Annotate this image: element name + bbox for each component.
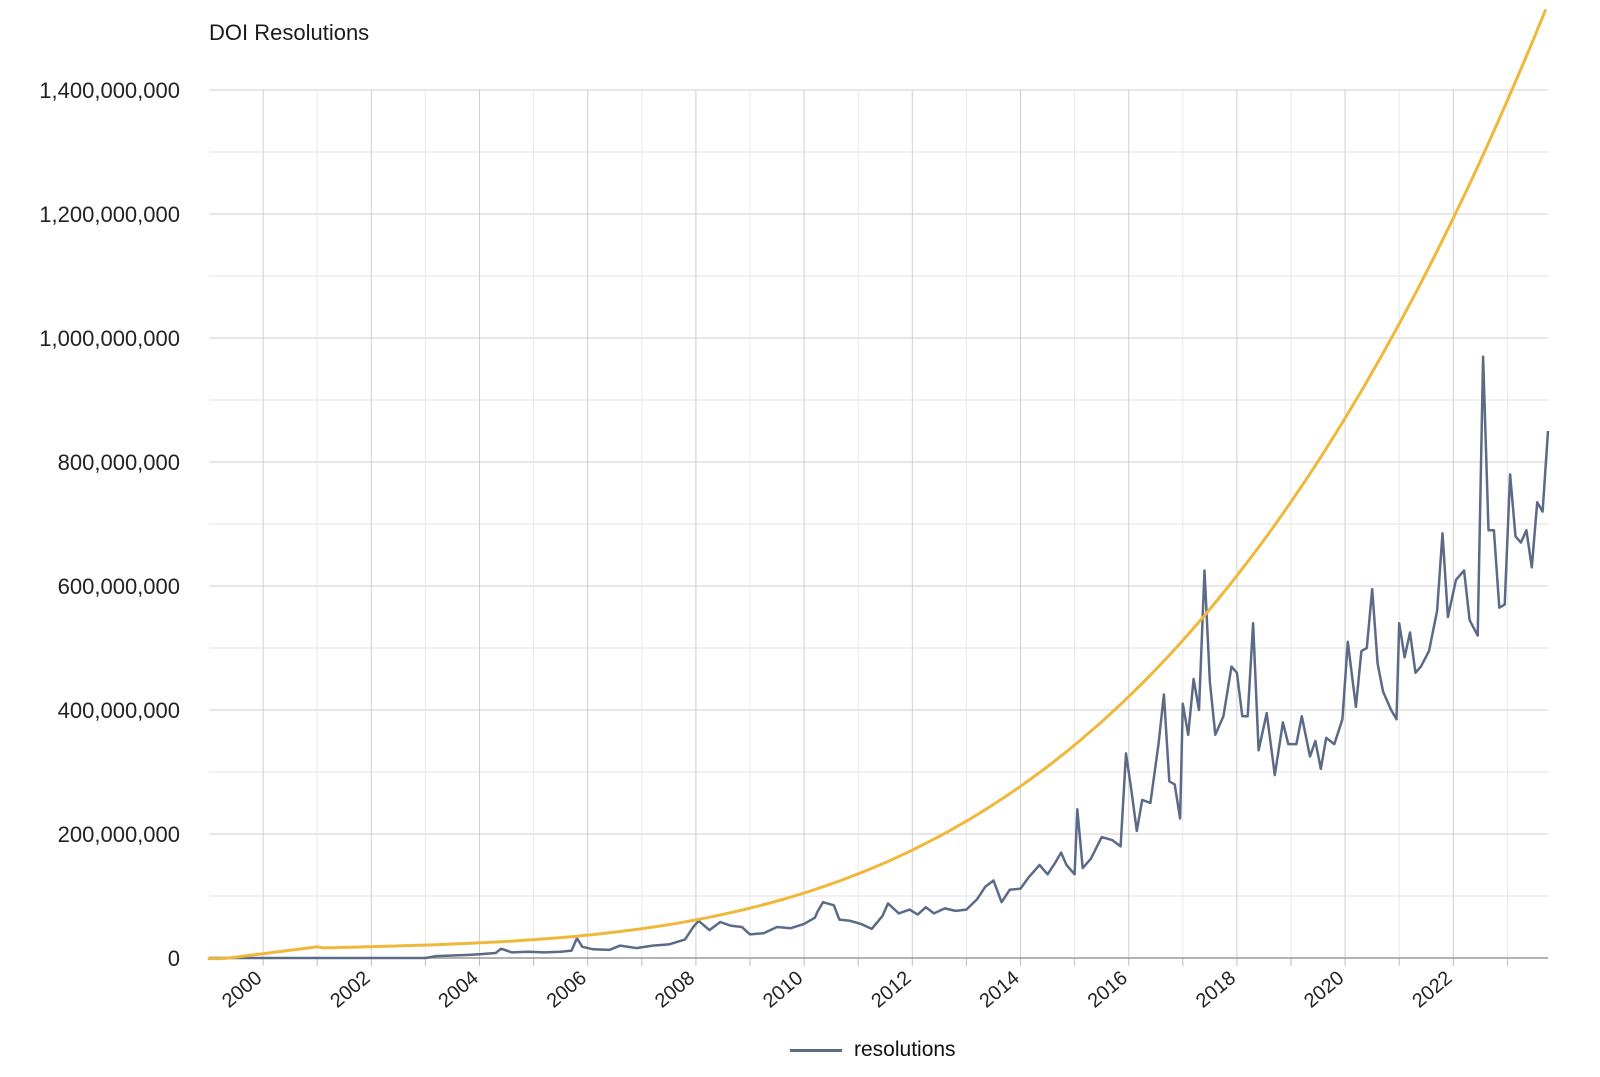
- x-tick-label: 2010: [759, 967, 807, 1012]
- x-tick-label: 2008: [651, 967, 699, 1012]
- y-tick-label: 1,000,000,000: [39, 326, 180, 351]
- x-axis-ticks: 2000 2002 2004 2006 2008 2010 2012 2014 2016 2018…: [218, 967, 1456, 1012]
- y-axis-ticks: 0 200,000,000 400,000,000 600,000,000 800,00…: [39, 78, 180, 971]
- y-tick-label: 400,000,000: [58, 698, 180, 723]
- x-tick-label: 2012: [867, 967, 915, 1012]
- chart-title: DOI Resolutions: [209, 20, 370, 45]
- x-tick-label: 2002: [326, 967, 374, 1012]
- x-tick-label: 2016: [1084, 967, 1132, 1012]
- x-tick-label: 2014: [975, 967, 1023, 1012]
- y-tick-label: 800,000,000: [58, 450, 180, 475]
- x-tick-label: 2018: [1192, 967, 1240, 1012]
- series-lines: [207, 8, 1550, 961]
- legend-swatch: [790, 1048, 842, 1052]
- x-tick-label: 2020: [1300, 967, 1348, 1012]
- y-tick-label: 200,000,000: [58, 822, 180, 847]
- y-tick-label: 600,000,000: [58, 574, 180, 599]
- legend-label: resolutions: [854, 1038, 956, 1061]
- x-tick-label: 2004: [434, 967, 482, 1012]
- y-tick-label: 0: [168, 946, 180, 971]
- y-tick-label: 1,400,000,000: [39, 78, 180, 103]
- y-tick-label: 1,200,000,000: [39, 202, 180, 227]
- grid-lines: [209, 89, 1548, 966]
- x-tick-label: 2000: [218, 967, 266, 1012]
- series-line-resolutions: [209, 355, 1550, 960]
- x-tick-label: 2022: [1408, 967, 1456, 1012]
- legend[interactable]: resolutions: [790, 1038, 956, 1062]
- series-line-trend: [207, 8, 1547, 961]
- x-tick-label: 2006: [543, 967, 591, 1012]
